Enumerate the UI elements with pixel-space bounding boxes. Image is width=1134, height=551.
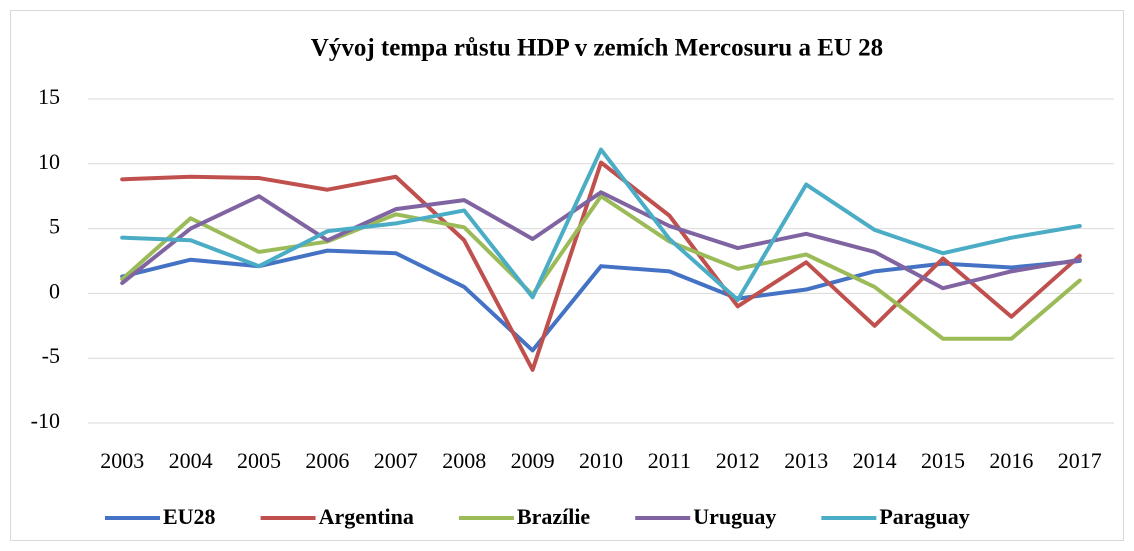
legend-label: Argentina	[319, 504, 414, 529]
x-tick-label: 2017	[1058, 448, 1102, 473]
x-tick-label: 2007	[374, 448, 418, 473]
y-tick-label: 0	[49, 278, 60, 303]
x-tick-label: 2014	[853, 448, 897, 473]
x-tick-label: 2010	[579, 448, 623, 473]
series-line	[120, 248, 1082, 353]
y-tick-label: -5	[42, 343, 60, 368]
x-tick-label: 2016	[989, 448, 1033, 473]
y-tick-label: 15	[38, 84, 60, 109]
y-tick-label: 5	[49, 214, 60, 239]
series-line	[120, 194, 1082, 341]
y-tick-label: 10	[38, 149, 60, 174]
series-line	[120, 160, 1082, 372]
x-tick-label: 2015	[921, 448, 965, 473]
x-tick-label: 2008	[442, 448, 486, 473]
x-tick-label: 2011	[648, 448, 691, 473]
x-tick-label: 2003	[100, 448, 144, 473]
x-tick-label: 2006	[305, 448, 349, 473]
y-tick-label: -10	[31, 408, 60, 433]
x-tick-label: 2004	[169, 448, 213, 473]
legend-label: Paraguay	[879, 504, 969, 529]
x-tick-label: 2013	[784, 448, 828, 473]
x-tick-label: 2005	[237, 448, 281, 473]
legend-label: Brazílie	[517, 504, 591, 529]
legend-label: EU28	[163, 504, 216, 529]
series-line	[120, 147, 1082, 302]
chart-title: Vývoj tempa růstu HDP v zemích Mercosuru…	[311, 35, 883, 62]
x-tick-label: 2012	[716, 448, 760, 473]
x-tick-label: 2009	[511, 448, 555, 473]
legend-label: Uruguay	[693, 504, 776, 529]
series-line	[120, 190, 1082, 291]
